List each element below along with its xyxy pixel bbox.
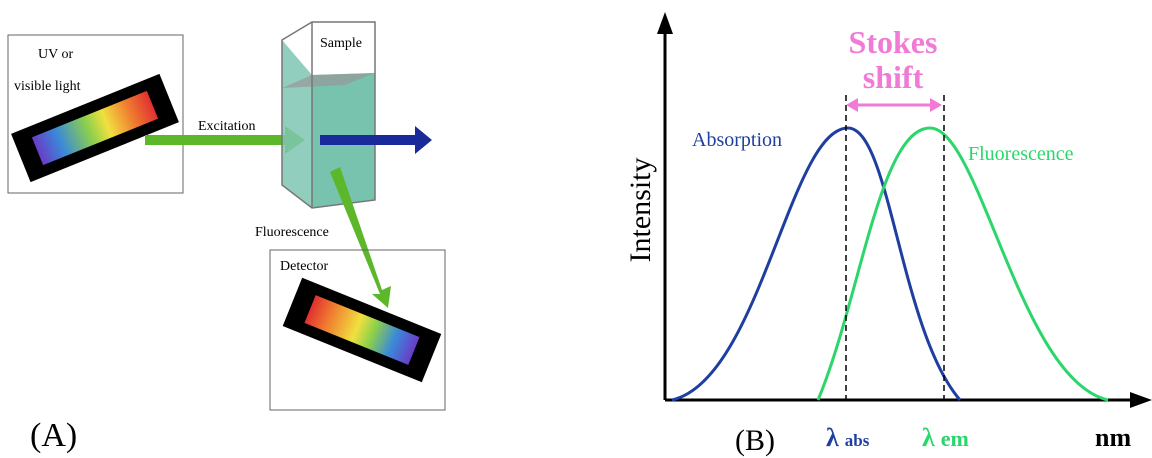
panel-label: (A) bbox=[30, 417, 77, 454]
x-axis-arrow bbox=[1130, 392, 1152, 408]
cuvette-liquid bbox=[282, 40, 312, 208]
y-axis-title: Intensity bbox=[624, 158, 657, 263]
page: UV or visible light Excitation Sample Fl… bbox=[0, 0, 1152, 458]
stokes-label: Stokes bbox=[849, 24, 938, 60]
figure: UV or visible light Excitation Sample Fl… bbox=[0, 0, 1152, 458]
lambda-subscript: abs bbox=[845, 431, 870, 450]
y-axis-arrow bbox=[657, 12, 673, 34]
stokes-label: shift bbox=[863, 59, 924, 95]
lambda-symbol: λ bbox=[922, 423, 935, 452]
excitation-label: Excitation bbox=[198, 119, 256, 134]
stokes-arrow-head bbox=[930, 98, 942, 112]
panel-label: (B) bbox=[735, 424, 775, 457]
stokes-arrow-head bbox=[846, 98, 858, 112]
sample-label: Sample bbox=[320, 36, 362, 51]
lambda-symbol: λ bbox=[826, 423, 839, 452]
x-axis-title: nm bbox=[1095, 423, 1131, 452]
absorption-label: Absorption bbox=[692, 129, 782, 151]
detector-spectrum bbox=[283, 278, 442, 382]
source-label: visible light bbox=[14, 79, 81, 94]
absorption-curve bbox=[672, 128, 960, 400]
fluorescence-curve bbox=[818, 128, 1108, 400]
fluorescence-label: Fluorescence bbox=[968, 143, 1074, 165]
lambda-subscript: em bbox=[941, 426, 969, 451]
fluorescence-label: Fluorescence bbox=[255, 225, 329, 240]
detector-label: Detector bbox=[280, 259, 329, 274]
source-label: UV or bbox=[38, 47, 73, 62]
